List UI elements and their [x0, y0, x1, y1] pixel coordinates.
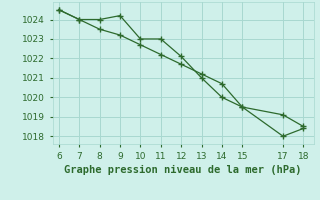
X-axis label: Graphe pression niveau de la mer (hPa): Graphe pression niveau de la mer (hPa)	[64, 165, 302, 175]
